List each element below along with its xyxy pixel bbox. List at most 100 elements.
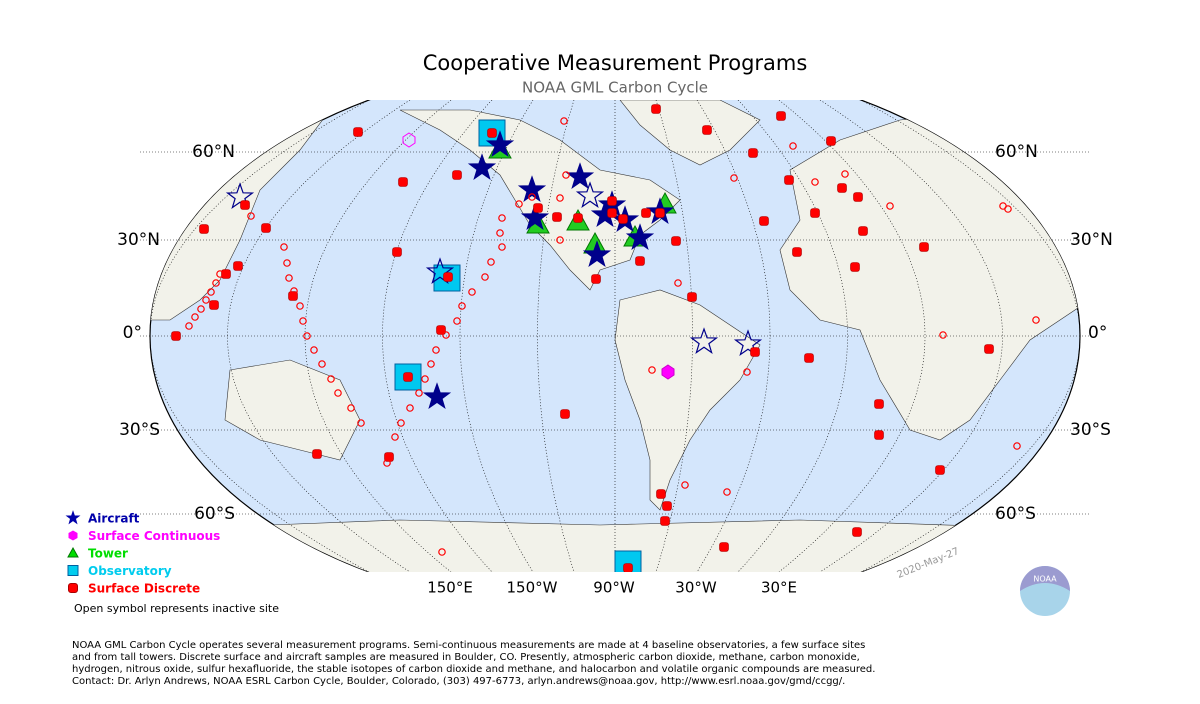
surface-discrete-inactive [498,214,506,222]
surface-discrete-site [312,449,322,459]
surface-discrete-inactive [391,433,399,441]
meridian [149,100,370,572]
surface-discrete-site [607,208,617,218]
aircraft-site [565,162,595,189]
surface-discrete-inactive [811,178,819,186]
site-markers [171,104,1040,572]
lon-label: 90°W [593,579,635,597]
surface-discrete-site [984,344,994,354]
legend-label: Surface Discrete [88,582,200,596]
surface-discrete-inactive [283,259,291,267]
surface-discrete-site [353,127,363,137]
aircraft-site [582,240,612,267]
legend-symbol [68,583,78,593]
surface-discrete-site [641,208,651,218]
surface-discrete-site [623,563,633,572]
surface-discrete-inactive [207,288,215,296]
surface-discrete-site [209,300,219,310]
surface-discrete-inactive [185,322,193,330]
surface-discrete-site [719,542,729,552]
surface-discrete-site [759,216,769,226]
lon-label: 30°W [675,579,717,597]
surface-discrete-site [443,272,453,282]
surface-discrete-site [618,214,628,224]
meridian [696,100,771,572]
footer-line: Contact: Dr. Arlyn Andrews, NOAA ESRL Ca… [72,676,845,687]
surface-discrete-site [591,274,601,284]
surface-discrete-site [826,136,836,146]
surface-discrete-inactive [212,279,220,287]
surface-discrete-inactive [939,331,947,339]
legend-label: Tower [88,547,128,561]
surface-discrete-inactive [290,287,298,295]
surface-discrete-site [874,399,884,409]
noaa-logo: NOAA [1020,566,1070,616]
surface-discrete-site [776,111,786,121]
surface-discrete-site [261,223,271,233]
lat-labels: 60°N 60°N 30°N 30°N 0° 0° 30°S 30°S 60°S 60°S [117,142,1113,524]
surface-discrete-site [935,465,945,475]
surface-discrete-inactive [458,302,466,310]
surface-discrete-inactive [357,419,365,427]
surface-discrete-site [552,212,562,222]
lat-label-right: 60°N [995,142,1038,162]
surface-discrete-inactive [202,296,210,304]
surface-continuous-inactive [402,132,416,148]
lat-label-right: 0° [1088,323,1107,343]
surface-discrete-site [221,269,231,279]
surface-discrete-inactive [789,142,797,150]
surface-discrete-inactive [487,258,495,266]
surface-continuous-site [661,364,675,380]
surface-discrete-site [748,148,758,158]
meridian [860,100,1081,572]
aircraft-site [425,257,455,284]
surface-discrete-inactive [310,346,318,354]
legend-label: Observatory [88,564,172,578]
surface-discrete-inactive [285,274,293,282]
surface-discrete-site [687,292,697,302]
meridian [459,100,534,572]
meridian [227,100,411,572]
surface-discrete-inactive [427,360,435,368]
lon-label: 30°E [761,579,797,597]
surface-discrete-inactive [406,404,414,412]
surface-discrete-inactive [481,273,489,281]
surface-discrete-inactive [743,368,751,376]
subtitle: NOAA GML Carbon Cycle [522,79,708,97]
surface-discrete-site [853,192,863,202]
footer-line: hydrogen, nitrous oxide, sulfur hexafluo… [72,664,875,675]
meridian [819,100,1003,572]
aircraft-site [520,203,550,230]
logo-top [1020,566,1070,591]
legend-symbol [68,530,78,541]
surface-discrete-inactive [560,117,568,125]
surface-discrete-site [655,208,665,218]
lon-label: 150°E [427,579,473,597]
aircraft-site [575,181,605,208]
surface-discrete-site [792,247,802,257]
surface-discrete-site [919,242,929,252]
surface-discrete-site [607,196,617,206]
footer-line: and from tall towers. Discrete surface a… [72,652,860,663]
legend-symbol [67,565,79,576]
legend-label: Aircraft [88,512,140,526]
surface-discrete-inactive [383,459,391,467]
surface-discrete-site [199,224,209,234]
aircraft-site [733,329,763,356]
lat-label-right: 60°S [995,504,1036,524]
australia [224,359,361,461]
aircraft-site [485,130,515,157]
surface-discrete-site [702,125,712,135]
surface-discrete-inactive [1032,316,1040,324]
surface-discrete-inactive [562,171,570,179]
aircraft-site [467,153,497,180]
surface-discrete-inactive [556,236,564,244]
surface-discrete-site [750,347,760,357]
surface-discrete-site [837,183,847,193]
surface-discrete-site [671,236,681,246]
surface-discrete-inactive [1013,442,1021,450]
surface-discrete-inactive [197,305,205,313]
footer: NOAA GML Carbon Cycle operates several m… [72,640,875,687]
lat-label-right: 30°S [1070,420,1111,440]
